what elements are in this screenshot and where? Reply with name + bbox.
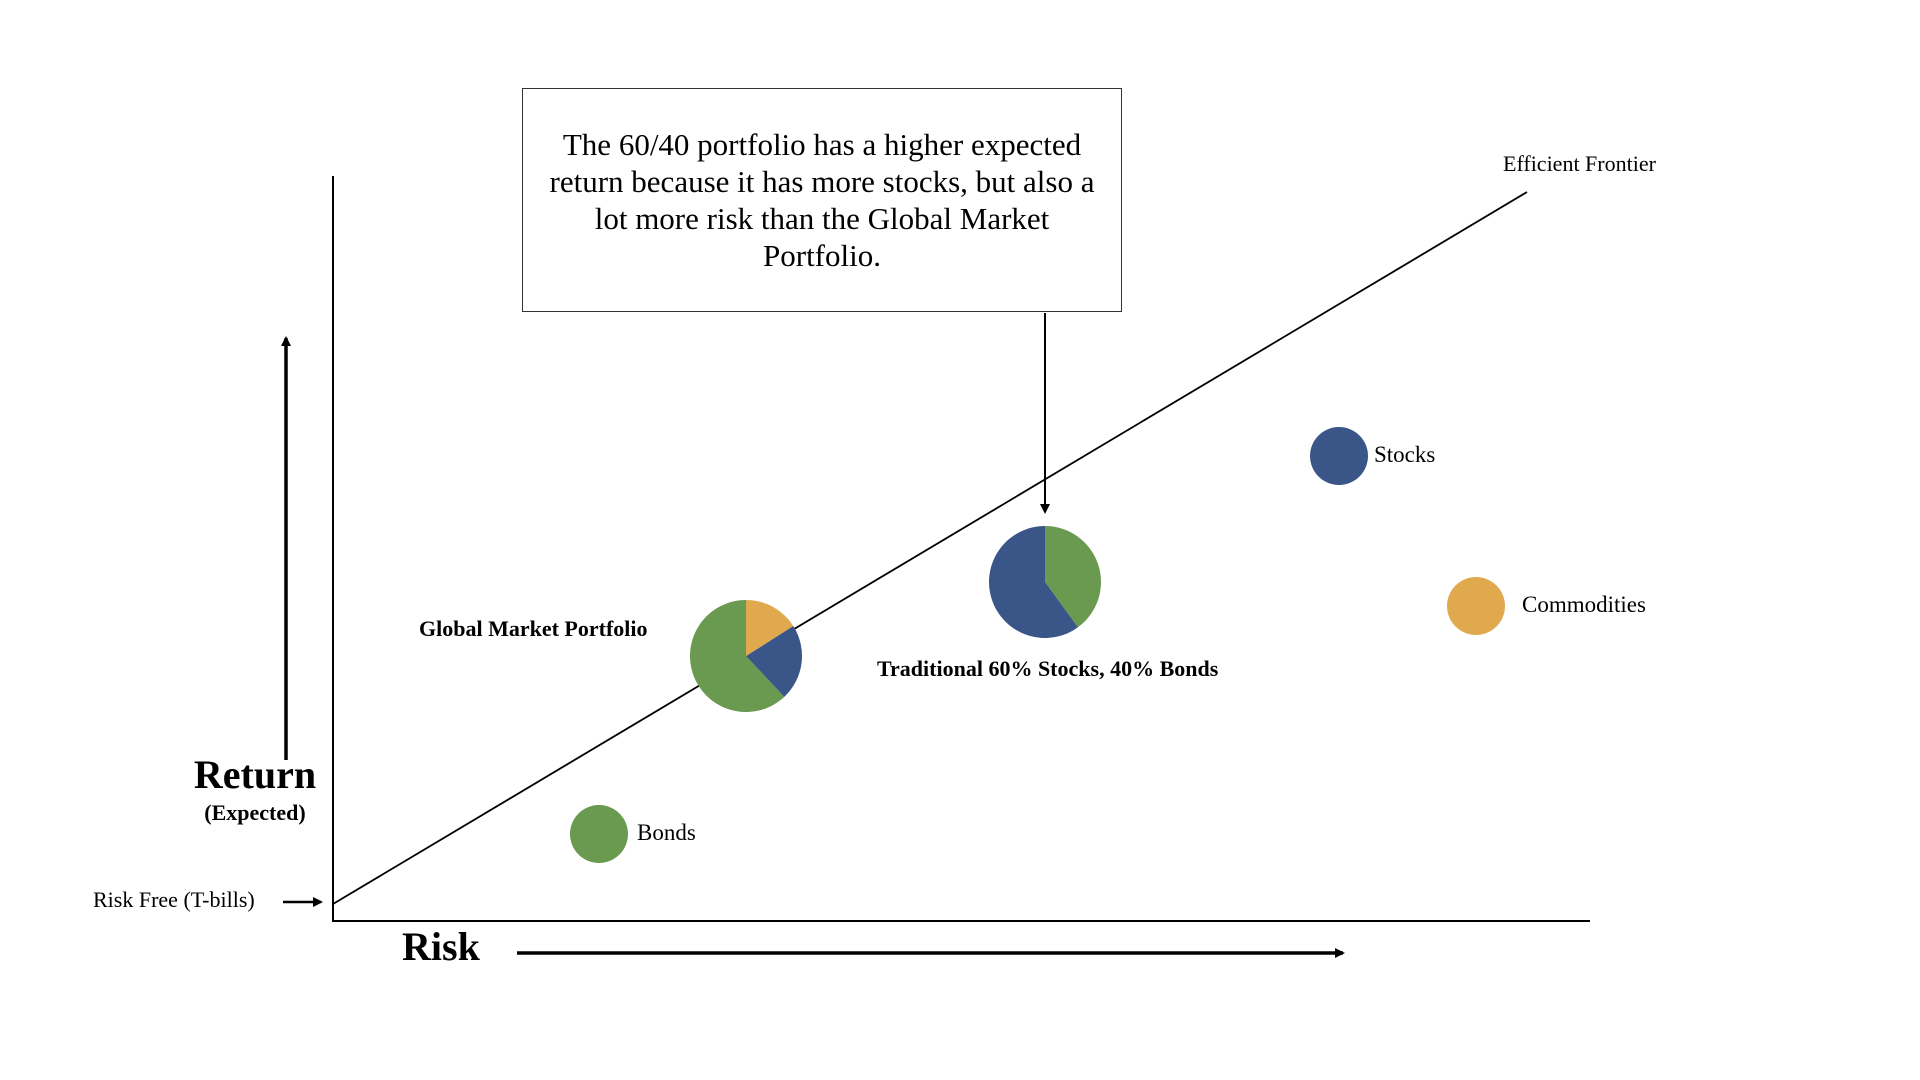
return-axis-title: Return <box>193 752 317 797</box>
commodities-circle <box>1447 577 1505 635</box>
callout-text: The 60/40 portfolio has a higher expecte… <box>549 127 1095 273</box>
global-market-portfolio-label: Global Market Portfolio <box>419 616 648 641</box>
global-market-slice-stocks <box>746 625 803 697</box>
efficient-frontier-line <box>332 191 1528 905</box>
traditional-slice-bonds <box>1045 526 1102 628</box>
bonds-circle <box>570 805 628 863</box>
stocks-circle <box>1310 427 1368 485</box>
risk-free-label: Risk Free (T-bills) <box>93 887 255 912</box>
stocks-label: Stocks <box>1374 442 1436 467</box>
global-market-slice-commodities <box>746 600 794 656</box>
traditional-60-40-pie <box>989 526 1102 638</box>
risk-axis-title: Risk <box>402 924 480 969</box>
global-market-portfolio-pie <box>690 600 803 712</box>
return-axis-subtitle: (Expected) <box>204 800 306 825</box>
global-market-slice-bonds <box>690 600 785 712</box>
bonds-label: Bonds <box>637 820 696 845</box>
efficient-frontier-label: Efficient Frontier <box>1503 151 1656 176</box>
commodities-label: Commodities <box>1522 592 1646 617</box>
callout-box: The 60/40 portfolio has a higher expecte… <box>522 88 1122 312</box>
traditional-60-40-label: Traditional 60% Stocks, 40% Bonds <box>877 656 1219 681</box>
traditional-slice-stocks <box>989 526 1078 638</box>
